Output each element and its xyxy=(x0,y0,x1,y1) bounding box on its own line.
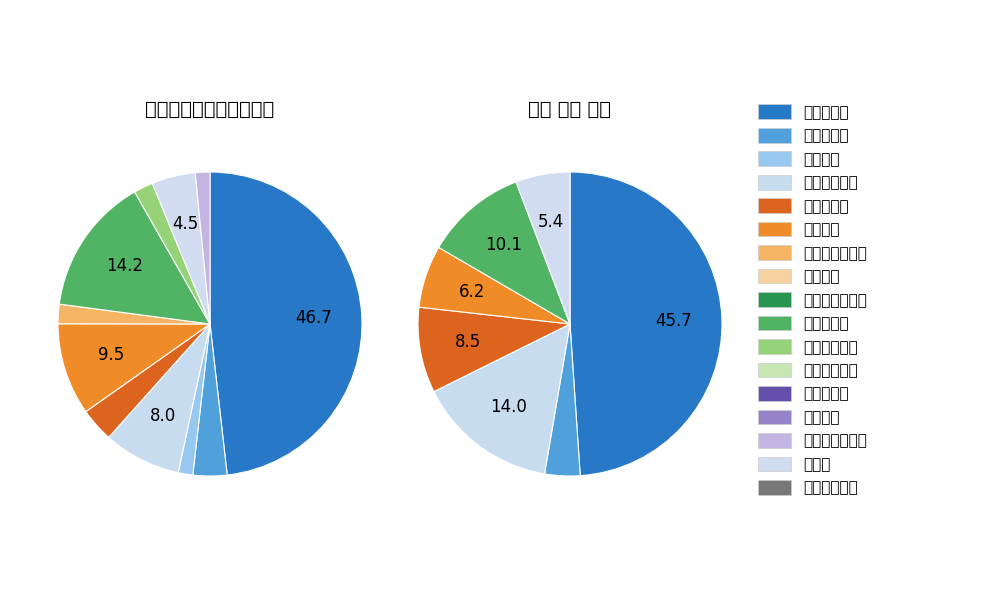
Wedge shape xyxy=(193,324,227,476)
Title: 角中 勝也 選手: 角中 勝也 選手 xyxy=(528,100,612,119)
Wedge shape xyxy=(210,172,362,475)
Wedge shape xyxy=(86,324,210,437)
Text: 4.5: 4.5 xyxy=(172,215,198,233)
Text: 14.0: 14.0 xyxy=(490,398,527,416)
Wedge shape xyxy=(418,307,570,392)
Text: 46.7: 46.7 xyxy=(295,309,332,327)
Text: 6.2: 6.2 xyxy=(459,283,485,301)
Wedge shape xyxy=(59,192,210,324)
Text: 5.4: 5.4 xyxy=(538,214,564,232)
Wedge shape xyxy=(195,172,210,324)
Wedge shape xyxy=(545,324,580,476)
Text: 9.5: 9.5 xyxy=(98,346,125,364)
Wedge shape xyxy=(439,182,570,324)
Text: 10.1: 10.1 xyxy=(485,236,522,254)
Wedge shape xyxy=(152,173,210,324)
Wedge shape xyxy=(178,324,210,475)
Wedge shape xyxy=(135,184,210,324)
Text: 14.2: 14.2 xyxy=(106,257,143,275)
Wedge shape xyxy=(109,324,210,473)
Wedge shape xyxy=(58,324,210,412)
Legend: ストレート, ツーシーム, シュート, カットボール, スプリット, フォーク, チェンジアップ, シンカー, 高速スライダー, スライダー, 縦スライダー, : ストレート, ツーシーム, シュート, カットボール, スプリット, フォーク,… xyxy=(758,104,867,496)
Wedge shape xyxy=(58,304,210,324)
Text: 45.7: 45.7 xyxy=(655,311,692,329)
Wedge shape xyxy=(434,324,570,474)
Wedge shape xyxy=(419,247,570,324)
Wedge shape xyxy=(570,172,722,476)
Text: 8.0: 8.0 xyxy=(150,407,176,425)
Wedge shape xyxy=(516,172,570,324)
Text: 8.5: 8.5 xyxy=(455,333,481,351)
Title: パ・リーグ全プレイヤー: パ・リーグ全プレイヤー xyxy=(145,100,275,119)
